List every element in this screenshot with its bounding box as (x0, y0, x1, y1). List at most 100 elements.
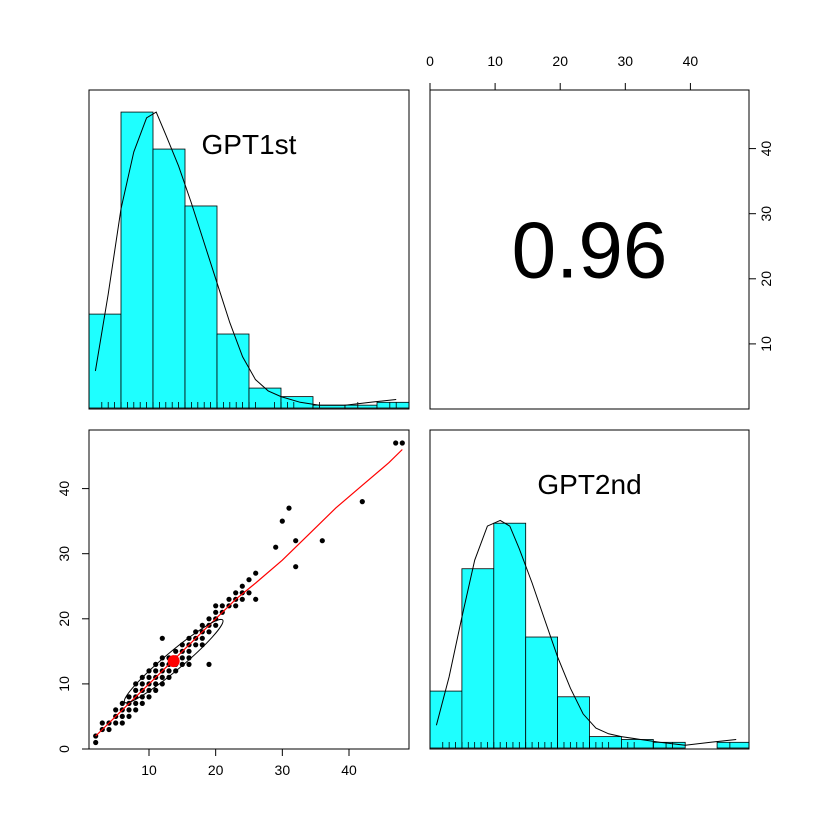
scatter-point (139, 681, 145, 687)
right-axis-label: 30 (758, 206, 774, 222)
histogram-bar-gpt2nd (461, 568, 495, 749)
scatter-point (253, 596, 259, 602)
scatter-point (286, 505, 292, 511)
scatter-point (279, 518, 285, 524)
scatter-point (126, 707, 132, 713)
scatter-point (153, 668, 159, 674)
scatter-panel (88, 429, 410, 750)
left-axis-label: 20 (56, 611, 72, 627)
density-curve-gpt1st (94, 111, 397, 406)
scatter-point (186, 648, 192, 654)
correlation-panel: 0.96 (429, 89, 750, 410)
scatter-point (246, 577, 252, 583)
scatter-point (319, 538, 325, 544)
panel-frame-gpt1st (88, 89, 410, 410)
histogram-bar-gpt2nd (525, 636, 559, 749)
variable-label-gpt1st: GPT1st (202, 129, 297, 160)
scatter-point (99, 720, 105, 726)
histogram-bar-gpt1st (376, 401, 410, 409)
scatter-point (146, 674, 152, 681)
scatter-point (359, 499, 365, 505)
scatter-point (119, 720, 125, 726)
histogram-bar-gpt1st (344, 404, 378, 409)
scatter-point (206, 661, 212, 668)
scatter-point (239, 583, 245, 589)
scatter-point (253, 570, 259, 576)
correlation-value: 0.96 (512, 206, 668, 295)
scatter-point (199, 642, 205, 648)
scatter-point (199, 622, 205, 628)
scatter-point (139, 694, 145, 700)
scatter-point (206, 629, 212, 635)
scatter-point (119, 713, 125, 720)
histogram-bar-gpt1st (248, 387, 282, 409)
scatter-point (113, 707, 119, 713)
scatter-point (273, 544, 279, 550)
scatter-point (93, 739, 99, 746)
histogram-bar-gpt2nd (557, 696, 590, 749)
bottom-axis-label: 30 (275, 762, 291, 778)
histogram-bar-gpt1st (152, 148, 186, 409)
left-axis-label: 30 (56, 546, 72, 562)
scatter-point (113, 720, 119, 726)
scatter-point (213, 603, 219, 609)
scatter-point (233, 603, 239, 609)
scatter-point (219, 603, 225, 609)
histogram-bar-gpt2nd (429, 690, 463, 749)
left-axis-label: 10 (56, 676, 72, 692)
top-axis-label: 40 (683, 53, 699, 69)
loess-line (95, 449, 403, 737)
scatter-point (126, 694, 132, 700)
scatter-point (206, 616, 212, 622)
scatter-point (153, 687, 159, 694)
left-axis-label: 0 (56, 745, 72, 753)
scatter-point (239, 590, 245, 596)
right-axis-label: 10 (758, 336, 774, 352)
scatter-point (293, 564, 299, 570)
histogram-bar-gpt2nd (589, 736, 622, 749)
scatter-point (179, 661, 185, 668)
scatter-point (146, 694, 152, 700)
histogram-bar-gpt2nd (493, 522, 527, 749)
scatter-point (293, 538, 299, 544)
top-axis-label: 30 (618, 53, 634, 69)
variable-label-gpt2nd: GPT2nd (537, 469, 641, 500)
bottom-axis-label: 10 (141, 762, 157, 778)
density-curve-gpt2nd (435, 519, 737, 746)
right-axis-label: 40 (758, 141, 774, 157)
scatter-point (213, 622, 219, 628)
scatter-point (399, 440, 405, 446)
scatter-point (246, 590, 252, 596)
scatter-point (199, 635, 205, 641)
correlation-ellipse (123, 618, 224, 704)
top-axis-label: 0 (426, 53, 434, 69)
scatter-point (133, 700, 139, 707)
histogram-panel-gpt1st: GPT1st (88, 89, 410, 410)
scatter-point (173, 648, 179, 654)
scatter-point (106, 726, 112, 733)
scatter-point (193, 642, 199, 648)
scatter-point (159, 635, 165, 641)
bottom-axis-label: 40 (341, 762, 357, 778)
histogram-bar-gpt1st (216, 333, 250, 409)
left-axis-label: 40 (56, 481, 72, 497)
histogram-bar-gpt1st (184, 205, 218, 409)
scatter-point (119, 700, 125, 707)
histogram-panel-gpt2nd: GPT2nd (429, 429, 750, 750)
scatter-point (133, 687, 139, 694)
bottom-axis-label: 20 (208, 762, 224, 778)
right-axis-label: 20 (758, 271, 774, 287)
top-axis-label: 10 (487, 53, 503, 69)
mean-point (167, 655, 180, 668)
panel-frame-gpt2nd (429, 429, 750, 750)
scatter-point (159, 674, 165, 681)
scatter-point (126, 713, 132, 720)
top-axis-label: 20 (552, 53, 568, 69)
histogram-bar-gpt1st (120, 111, 154, 409)
scatter-point (179, 655, 185, 661)
scatter-point (159, 655, 165, 661)
scatter-point (393, 440, 399, 446)
scatter-point (233, 590, 239, 596)
histogram-bar-gpt2nd (716, 741, 750, 749)
